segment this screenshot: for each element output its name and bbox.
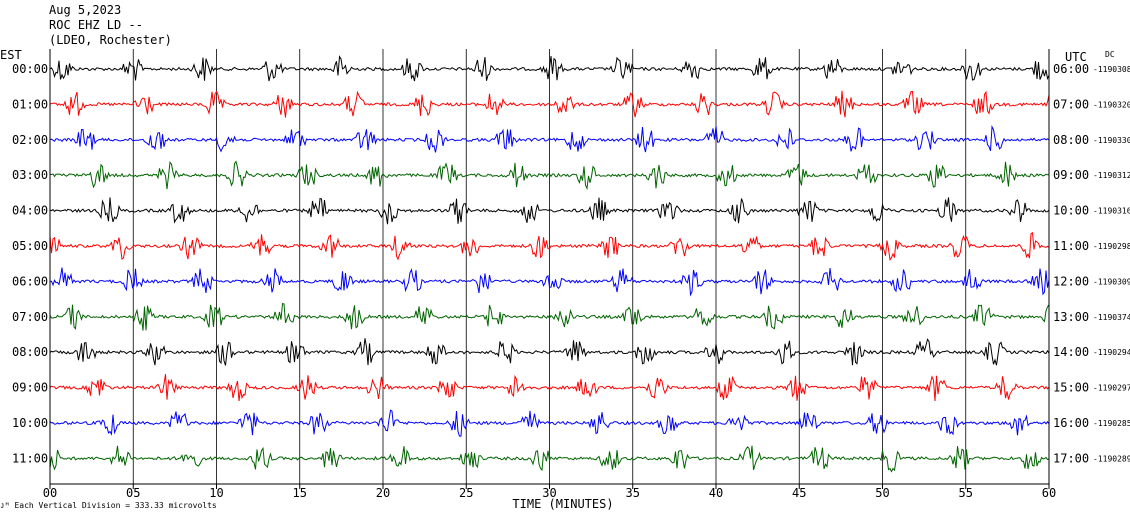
dc-offset-label: -1190289 [1093,454,1130,463]
trace-row-0300 [49,160,1050,191]
trace-row-0700 [49,302,1050,331]
seismic-traces [49,55,1050,473]
dc-label: DC [1105,50,1115,59]
est-hour-label: 02:00 [12,133,48,147]
x-tick-label: 20 [376,486,390,500]
utc-hour-label: 10:00 [1053,204,1089,218]
minute-grid [132,49,967,484]
dc-offset-label: -1190297 [1093,384,1130,393]
row-labels: 00:00 06:00 -1190308 01:00 07:00 -1190320 02:0… [12,62,1130,465]
utc-hour-label: 17:00 [1053,451,1089,465]
dc-offset-label: -1190309 [1093,277,1130,286]
trace-row-0900 [49,374,1050,402]
x-tick-label: 45 [792,486,806,500]
trace-row-0800 [49,338,1050,366]
chart-header: Aug 5,2023 ROC EHZ LD -- (LDEO, Rocheste… [49,3,172,48]
dc-offset-label: -1190294 [1093,348,1130,357]
utc-hour-label: 14:00 [1053,345,1089,359]
trace-row-1000 [49,409,1050,437]
est-zone-label: EST [0,48,22,62]
utc-hour-label: 06:00 [1053,62,1089,76]
footer-note: ᴊᴹ Each Vertical Division = 333.33 micro… [0,501,217,510]
trace-row-0100 [49,90,1050,118]
dc-offset-label: -1190285 [1093,419,1130,428]
dc-offset-label: -1190308 [1093,65,1130,74]
utc-hour-label: 11:00 [1053,239,1089,253]
x-tick-label: 35 [626,486,640,500]
est-hour-label: 03:00 [12,168,48,182]
x-tick-label: 55 [959,486,973,500]
utc-hour-label: 13:00 [1053,310,1089,324]
est-hour-label: 05:00 [12,239,48,253]
x-tick-label: 50 [875,486,889,500]
trace-row-0600 [49,267,1050,297]
x-tick-label: 00 [43,486,57,500]
est-hour-label: 01:00 [12,97,48,111]
est-hour-label: 06:00 [12,274,48,288]
dc-offset-label: -1190330 [1093,136,1130,145]
footer-note-text: Each Vertical Division = 333.33 microvol… [14,501,216,510]
est-hour-label: 07:00 [12,310,48,324]
utc-hour-label: 16:00 [1053,416,1089,430]
est-hour-label: 09:00 [12,381,48,395]
dc-offset-label: -1190316 [1093,207,1130,216]
est-hour-label: 00:00 [12,62,48,76]
x-tick-label: 05 [126,486,140,500]
x-tick-label: 60 [1042,486,1056,500]
trace-row-0500 [49,231,1050,262]
trace-row-0200 [49,124,1050,153]
est-hour-label: 08:00 [12,345,48,359]
x-tick-label: 15 [293,486,307,500]
dc-offset-label: -1190298 [1093,242,1130,251]
plot-axes: 00 05 10 15 20 25 30 35 40 45 50 55 60 [43,49,1056,500]
utc-hour-label: 12:00 [1053,274,1089,288]
utc-hour-label: 08:00 [1053,133,1089,147]
est-hour-label: 10:00 [12,416,48,430]
header-date: Aug 5,2023 [49,3,122,17]
x-tick-label: 10 [209,486,223,500]
x-tick-label: 40 [709,486,723,500]
utc-hour-label: 09:00 [1053,168,1089,182]
dc-offset-label: -1190320 [1093,100,1130,109]
dc-offset-label: -1190312 [1093,171,1130,180]
utc-zone-label: UTC [1065,50,1087,64]
est-hour-label: 04:00 [12,204,48,218]
header-station: ROC EHZ LD -- [49,18,143,32]
trace-row-0000 [49,55,1050,82]
x-tick-label: 30 [542,486,556,500]
x-axis-label: TIME (MINUTES) [512,497,613,511]
header-network: (LDEO, Rochester) [49,33,172,47]
utc-hour-label: 15:00 [1053,381,1089,395]
utc-hour-label: 07:00 [1053,97,1089,111]
trace-row-1100 [49,445,1050,473]
x-tick-label: 25 [459,486,473,500]
trace-row-0400 [49,197,1050,225]
est-hour-label: 11:00 [12,451,48,465]
dc-offset-label: -1190374 [1093,313,1130,322]
